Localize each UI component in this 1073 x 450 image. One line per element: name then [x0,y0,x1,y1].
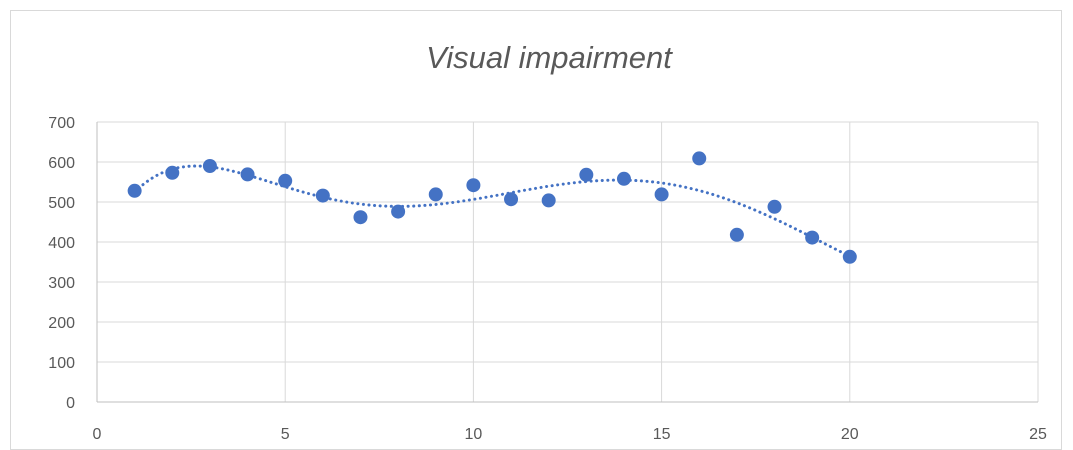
y-tick-label: 200 [48,315,75,332]
data-point [692,151,707,166]
data-point [805,230,820,245]
data-point [767,199,782,214]
y-tick-label: 600 [48,155,75,172]
x-tick-label: 0 [93,426,102,443]
x-tick-label: 20 [841,426,859,443]
x-tick-label: 10 [465,426,483,443]
y-tick-label: 300 [48,275,75,292]
trendline [133,164,852,258]
data-point [428,187,443,202]
gridlines [97,121,1039,402]
data-point [729,227,744,242]
y-tick-label: 0 [66,395,75,412]
data-point [654,187,669,202]
data-point [391,204,406,219]
axes: 0 100 200 300 400 500 600 700 0 5 10 15 20 25 [48,115,1047,443]
data-point [202,159,217,173]
y-tick-label: 500 [48,195,75,212]
y-tick-label: 700 [48,115,75,132]
data-point [579,167,594,182]
chart-frame [10,10,1062,450]
x-tick-label: 25 [1029,426,1047,443]
data-point [842,249,857,264]
data-point [127,183,142,198]
data-point [315,188,330,203]
data-point [616,171,631,186]
trendline-layer [133,164,852,258]
data-point [165,165,180,180]
x-tick-label: 15 [653,426,671,443]
data-point [278,173,293,188]
x-tick-label: 5 [281,426,290,443]
data-point [504,192,519,207]
data-point [353,210,368,225]
y-tick-label: 100 [48,355,75,372]
y-tick-label: 400 [48,235,75,252]
data-point [466,178,481,193]
data-point [541,193,556,208]
data-point [240,167,255,182]
chart-title: Visual impairment [426,40,673,75]
data-points [127,151,857,264]
